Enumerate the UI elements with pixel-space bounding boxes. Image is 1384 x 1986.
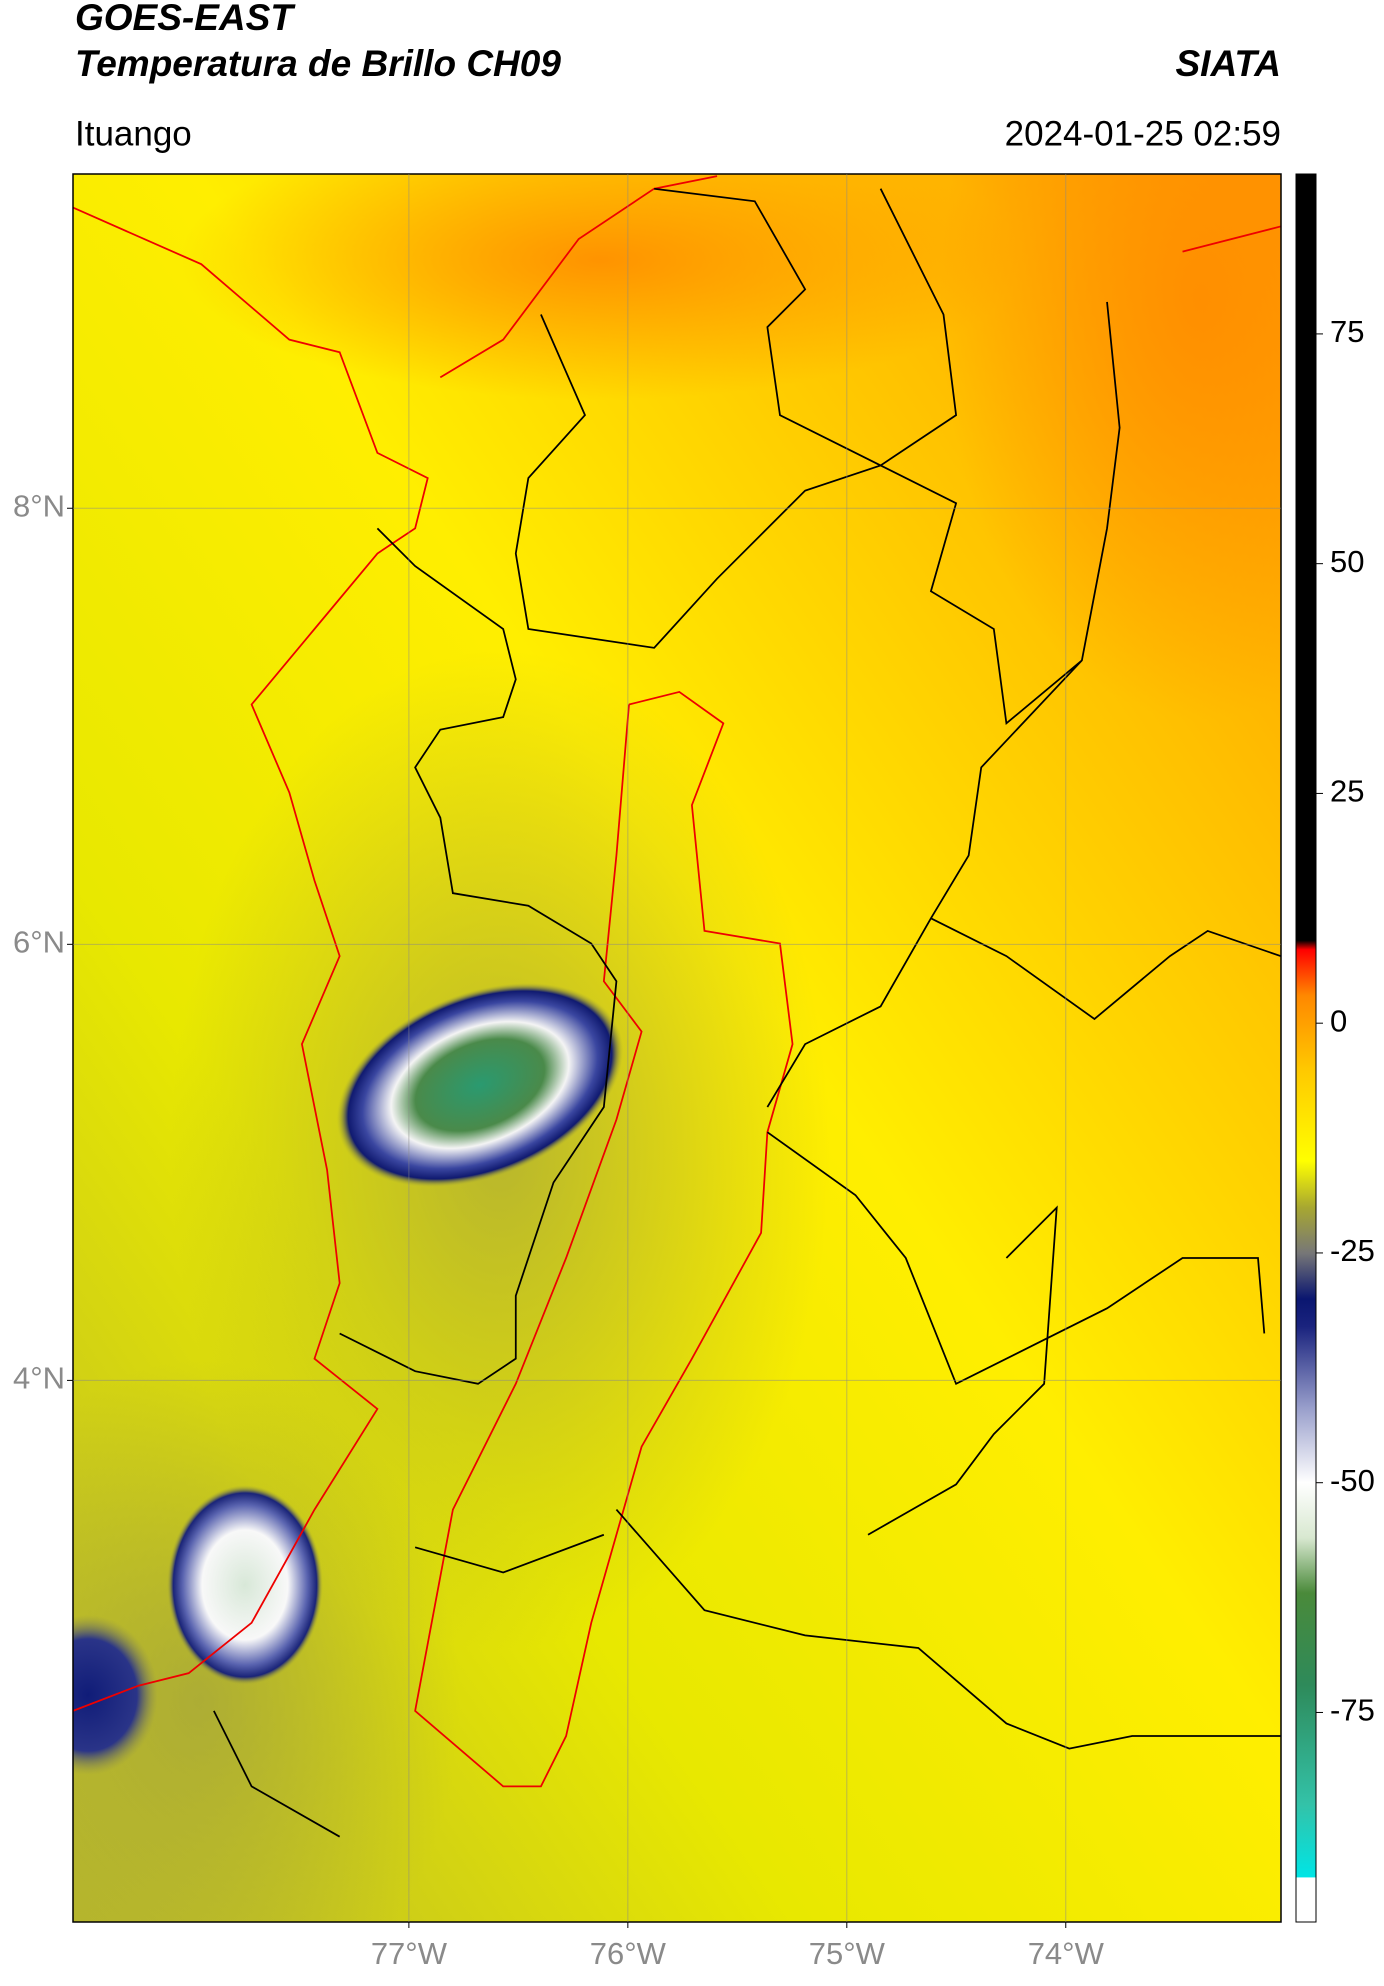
- map-frame: [72, 173, 1282, 1923]
- y-tick-label: 6°N: [13, 925, 65, 960]
- y-tick-label: 8°N: [13, 488, 65, 523]
- subtitle: Temperatura de Brillo CH09: [75, 43, 561, 84]
- colorbar-tick-label: 75: [1330, 314, 1364, 349]
- x-tick-label: 77°W: [371, 1936, 448, 1971]
- x-tick-label: 76°W: [590, 1936, 667, 1971]
- x-tick-label: 74°W: [1028, 1936, 1105, 1971]
- brand: SIATA: [1175, 43, 1281, 84]
- colorbar-tick-label: 50: [1330, 544, 1364, 579]
- colorbar-tick-label: 25: [1330, 774, 1364, 809]
- title: GOES-EAST: [75, 0, 296, 38]
- coastline: [1182, 225, 1281, 253]
- warm-area: [940, 174, 1281, 720]
- colorbar: [1295, 173, 1317, 1923]
- cloud: [73, 1615, 158, 1775]
- x-tick-label: 75°W: [809, 1936, 886, 1971]
- colorbar-tick-label: 0: [1330, 1003, 1347, 1038]
- cloud: [336, 982, 624, 1188]
- timestamp: 2024-01-25 02:59: [1005, 114, 1281, 153]
- basin-outline: [414, 175, 794, 1788]
- y-tick-label: 4°N: [13, 1361, 65, 1396]
- coastline: [73, 206, 429, 1712]
- colorbar-tick-label: -75: [1330, 1693, 1375, 1728]
- cloud: [167, 1485, 323, 1685]
- location: Ituango: [75, 114, 192, 153]
- warm-area: [180, 174, 1020, 400]
- colorbar-tick-label: -50: [1330, 1463, 1375, 1498]
- admin-border: [213, 187, 1281, 1838]
- colorbar-tick-label: -25: [1330, 1233, 1375, 1268]
